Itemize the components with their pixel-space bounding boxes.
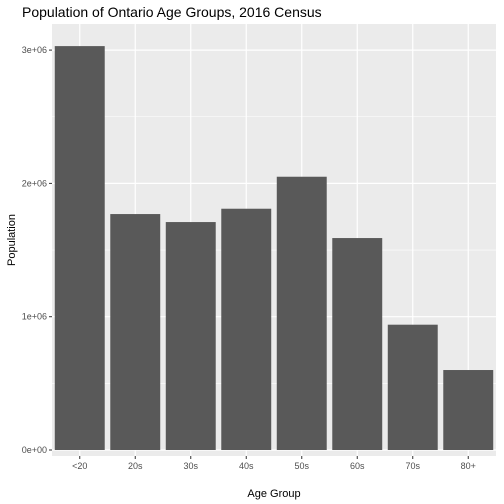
- bar-20: [55, 46, 105, 450]
- x-tick-label: <20: [72, 461, 87, 471]
- bar-80: [443, 370, 493, 450]
- x-tick-label: 80+: [461, 461, 476, 471]
- x-tick-label: 60s: [350, 461, 365, 471]
- bar-40s: [221, 209, 271, 450]
- y-axis-title: Population: [6, 214, 18, 266]
- y-axis: 0e+00 1e+06 2e+06 3e+06: [22, 45, 52, 455]
- x-axis: <20 20s 30s 40s 50s 60s 70s 80+: [72, 456, 476, 471]
- y-tick-label: 3e+06: [22, 45, 47, 55]
- chart-title: Population of Ontario Age Groups, 2016 C…: [22, 4, 322, 20]
- x-axis-title: Age Group: [247, 488, 300, 500]
- y-tick-label: 1e+06: [22, 312, 47, 322]
- bar-50s: [277, 177, 327, 450]
- bar-20s: [110, 214, 160, 450]
- x-tick-label: 20s: [128, 461, 143, 471]
- y-tick-label: 2e+06: [22, 178, 47, 188]
- y-tick-label: 0e+00: [22, 445, 47, 455]
- x-tick-label: 70s: [405, 461, 420, 471]
- bar-30s: [166, 222, 216, 450]
- x-tick-label: 40s: [239, 461, 254, 471]
- bar-70s: [388, 325, 438, 450]
- x-tick-label: 50s: [294, 461, 309, 471]
- bar-60s: [332, 238, 382, 450]
- x-tick-label: 30s: [183, 461, 198, 471]
